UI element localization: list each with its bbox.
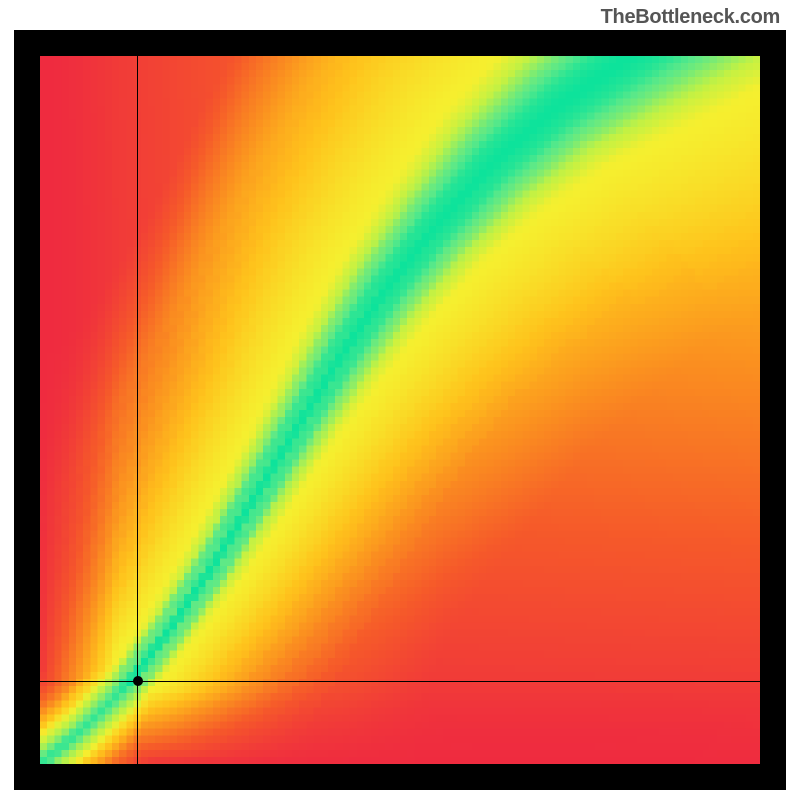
selection-marker <box>133 676 143 686</box>
crosshair-horizontal-line <box>40 681 760 682</box>
heatmap-canvas <box>40 56 760 764</box>
chart-container: TheBottleneck.com <box>0 0 800 800</box>
heatmap-plot <box>40 56 760 764</box>
watermark-text: TheBottleneck.com <box>601 6 780 29</box>
crosshair-vertical-line <box>137 56 138 764</box>
